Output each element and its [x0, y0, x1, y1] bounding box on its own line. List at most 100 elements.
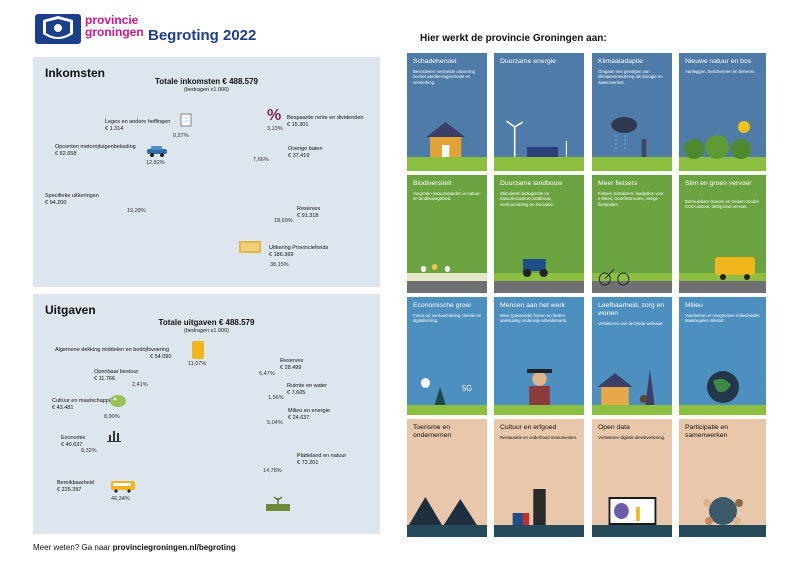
tile-description: Focus op verduurzaming chemie en digital…	[413, 313, 482, 324]
income-pct-reserves: 18,69%	[274, 218, 293, 224]
income-pct-specifieke: 19,28%	[127, 208, 146, 214]
expense-label-openbaar-bestuur: Openbaar bestuur € 11.766	[94, 369, 139, 382]
tile-title: Mensen aan het werk	[500, 302, 565, 309]
income-label-provinciefonds: Uitkering Provinciefonds € 186.369	[269, 245, 329, 258]
income-label-reserves: Reserves € 91.318	[297, 206, 321, 219]
income-section-title: Inkomsten	[45, 66, 106, 80]
tile-open-data: Open data Verbeteren digitale dienstverle…	[592, 419, 672, 537]
tile-title: Toerisme en ondernemen	[413, 424, 452, 439]
tile-title: Duurzame energie	[500, 58, 556, 65]
expense-label-cultuur: Cultuur en maatschappij € 43.481	[52, 398, 112, 411]
tile-economische-groei: Economische groei Focus op verduurzaming …	[407, 297, 487, 415]
right-title: Hier werkt de provincie Groningen aan:	[420, 33, 607, 44]
expense-pct-algemene-dekking: 11,07%	[188, 361, 207, 367]
tile-description: Verbeteren van de brede welvaart.	[598, 321, 664, 326]
income-pct-opcenten: 12,82%	[146, 160, 165, 166]
income-pct-provinciefonds: 38,15%	[270, 262, 289, 268]
tile-description: Bevorderen versnelde uitvoering herstel …	[413, 69, 475, 85]
hand-plant-icon	[266, 496, 290, 511]
expense-pct-economie: 8,32%	[81, 448, 97, 454]
palette-icon	[110, 395, 126, 407]
expense-label-algemene-dekking: Algemene dekking middelen en bedrijfsvoe…	[55, 347, 172, 360]
tile-illustration	[592, 369, 672, 415]
coin-stack-icon	[192, 341, 204, 359]
tile-illustration	[494, 489, 584, 537]
income-pct-rente: 3,13%	[267, 126, 283, 132]
tile-title: Schadeherstel	[413, 58, 457, 65]
expenses-section-title: Uitgaven	[45, 303, 96, 317]
tile-biodiversiteit: Biodiversiteit Vergroten natuurwaarden in…	[407, 175, 487, 293]
expense-label-ruimte: Ruimte en water € 7.605	[287, 383, 328, 396]
logo-text: provincie groningen	[85, 13, 144, 39]
tile-title: Participatie en samenwerken	[685, 424, 729, 439]
income-label-leges: Leges en andere heffingen € 1.314	[105, 119, 171, 132]
tile-title: Meer fietsers	[598, 180, 638, 187]
tile-participatie-en-samenwerken: Participatie en samenwerken	[679, 419, 766, 537]
tile-illustration	[494, 369, 584, 415]
tile-description: Voorkomen en wegnemen milieuhinder. Maat…	[685, 313, 761, 324]
tile-cultuur-en-erfgoed: Cultuur en erfgoed Restauratie en onderho…	[494, 419, 584, 537]
tile-title: Milieu	[685, 302, 703, 309]
tile-description: Meer (passende) banen en betere aansluit…	[500, 313, 568, 324]
expense-label-milieu: Milieu en energie € 24.637	[288, 408, 330, 421]
svg-text:5G: 5G	[462, 384, 472, 393]
tile-illustration	[494, 120, 584, 171]
tile-illustration	[407, 264, 487, 293]
tile-leefbaarheid-zorg-en-wonen: Leefbaarheid, zorg en wonen Verbeteren va…	[592, 297, 672, 415]
tile-title: Biodiversiteit	[413, 180, 452, 187]
tile-illustration	[407, 497, 487, 537]
expense-pct-milieu: 5,04%	[267, 420, 283, 426]
income-slice-1	[118, 149, 183, 209]
income-slice-6	[88, 91, 144, 151]
expense-pct-ruimte: 1,56%	[268, 395, 284, 401]
tile-title: Nieuwe natuur en bos	[685, 58, 752, 65]
tile-duurzame-landbouw: Duurzame landbouw Stimuleren biologische …	[494, 175, 584, 293]
tile-title: Economische groei	[413, 302, 471, 309]
expenses-panel: Uitgaven Totale uitgaven € 488.579 (bedr…	[33, 294, 380, 534]
expenses-unit-note: (bedragen x1.000)	[184, 328, 229, 334]
tile-title: Open data	[598, 424, 630, 431]
percent-icon: %	[267, 107, 282, 124]
income-label-rente: Bespaarde rente en dividenden € 15.301	[287, 115, 364, 128]
expense-slice-0	[88, 399, 209, 461]
income-total: Totale inkomsten € 488.579	[154, 77, 258, 86]
income-label-specifieke: Specifieke uitkeringen € 94.200	[45, 193, 99, 206]
tile-nieuwe-natuur-en-bos: Nieuwe natuur en bos Aanleggen, bescherme…	[679, 53, 766, 171]
province-crest-logo-icon	[35, 14, 81, 44]
tile-mensen-aan-het-werk: Mensen aan het werk Meer (passende) banen…	[494, 297, 584, 415]
tile-illustration	[679, 497, 766, 537]
tile-title: Cultuur en erfgoed	[500, 424, 557, 431]
tile-description: Verbeteren digitale dienstverlening.	[598, 435, 666, 440]
tile-illustration	[679, 257, 766, 293]
income-label-opcenten: Opcenten motorrijtuigenbelasting € 62.658	[55, 144, 136, 157]
tile-illustration	[679, 121, 766, 171]
expense-pct-platteland: 14,78%	[263, 468, 282, 474]
expense-pct-cultuur: 8,90%	[104, 414, 120, 420]
page-title: Begroting 2022	[148, 27, 257, 44]
expense-slice-1	[87, 358, 149, 411]
income-panel: Inkomsten Totale inkomsten € 488.579 (be…	[33, 57, 380, 287]
income-pct-leges: 0,27%	[173, 133, 189, 139]
footer-more-info: Meer weten? Ga naar provinciegroningen.n…	[33, 543, 236, 552]
tile-milieu: Milieu Voorkomen en wegnemen milieuhinder…	[679, 297, 766, 415]
tile-meer-fietsers: Meer fietsers Fietsen stimuleren: laadpal…	[592, 175, 672, 293]
tile-slim-en-groen-vervoer: Slim en groen vervoer Betrouwbare bussen …	[679, 175, 766, 293]
tile-description: Restauratie en onderhoud monumenten.	[500, 435, 578, 440]
tile-illustration	[592, 497, 672, 537]
tile-illustration	[494, 259, 584, 293]
tile-description: Fietsen stimuleren: laadpalen voor e-bik…	[598, 191, 664, 207]
barchart-icon	[107, 431, 121, 442]
tile-toerisme-en-ondernemen: Toerisme en ondernemen	[407, 419, 487, 537]
expense-pct-openbaar-bestuur: 2,41%	[132, 382, 148, 388]
tile-description: Vergroten natuurwaarden in natuur- en la…	[413, 191, 481, 202]
tile-illustration	[592, 268, 672, 293]
tile-description: Aanleggen, beschermen en beheren.	[685, 69, 756, 74]
footer-link[interactable]: provinciegroningen.nl/begroting	[112, 543, 236, 552]
document-icon	[180, 113, 192, 127]
income-unit-note: (bedragen x1.000)	[184, 87, 229, 93]
income-pct-overige-baten: 7,66%	[253, 157, 269, 163]
expense-label-bereikbaarheid: Bereikbaarheid € 226.397	[57, 480, 94, 493]
expense-label-platteland: Platteland en natuur € 72.201	[297, 453, 347, 466]
tile-illustration	[407, 122, 487, 171]
